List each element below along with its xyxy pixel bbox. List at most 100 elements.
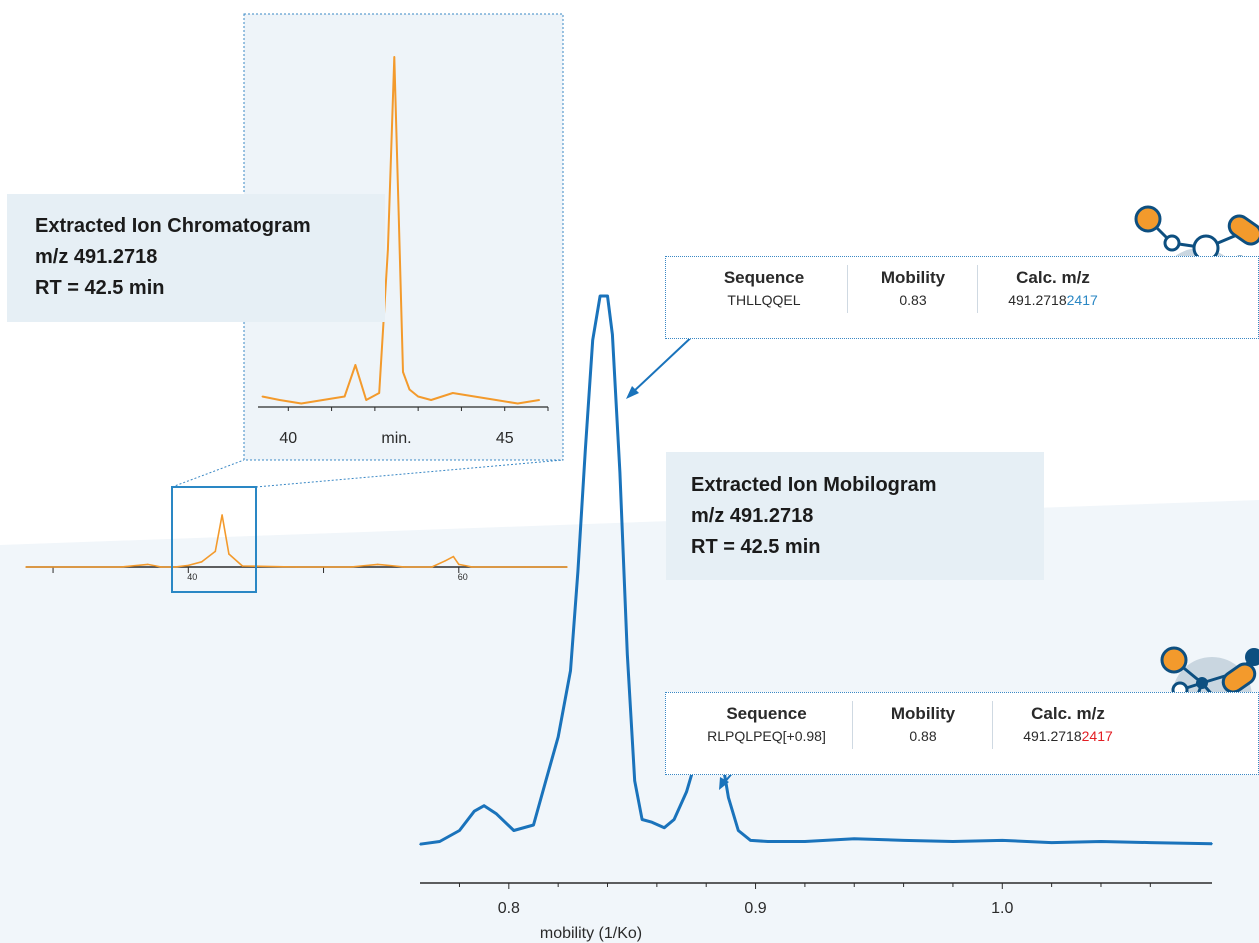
mobilogram-point [902,839,905,842]
mz-header: Calc. m/z [1016,268,1090,287]
mobilogram-point [569,669,572,672]
chromatogram-zoom-tick-label: 40 [279,430,297,447]
chromatogram-label-panel: Extracted Ion Chromatogram m/z 491.2718 … [7,194,385,322]
mobilogram-point [749,839,752,842]
chromatogram-overview-point [228,553,230,555]
chromatogram-overview-point [119,566,122,568]
chromatogram-overview-point [452,555,455,558]
chromatogram-zoom-point [516,402,519,405]
chromatogram-overview-point [173,566,176,568]
chromatogram-overview-point [201,561,203,563]
background-wedge [0,500,1259,943]
chromatogram-overview-point [525,566,528,568]
mobilogram-point [1001,839,1004,842]
mobilogram-point [419,843,421,846]
sequence-value: RLPQLPEQ[+0.98] [707,728,826,744]
mobilogram-point [473,810,476,812]
mobilogram-point [438,840,441,843]
mobilogram-point [641,818,643,821]
mobilogram-xlabel: mobility (1/Ko) [540,925,642,942]
chromatogram-overview-point [187,564,190,567]
mz-value: 491.27182417 [993,725,1143,747]
overview-highlight-box [171,486,257,593]
chromatogram-overview-point [444,559,447,562]
zoom-connector-right [255,459,564,488]
chromatogram-overview-point [241,565,244,567]
chromatogram-overview-point [403,566,406,568]
chromatogram-zoom-point [378,392,380,394]
chromatogram-zoom-point [343,395,346,398]
chromatogram-zoom-point [473,395,476,398]
chromatogram-overview-tick-label: 60 [458,572,468,582]
mobilogram-point [853,837,856,840]
mz-suffix: 2417 [1081,728,1113,744]
chromatogram-zoom-point [365,399,368,401]
mz-prefix: 491.2718 [1023,728,1082,744]
mobility-header: Mobility [890,704,956,723]
mz-column: Calc. m/z 491.27182417 [977,265,1128,313]
sequence-column: Sequence THLLQQEL [681,265,847,313]
sequence-header: Sequence [726,704,807,723]
sequence-header: Sequence [723,268,805,287]
mobilogram-line [419,294,1213,846]
chromatogram-overview-line [26,514,567,568]
chromatogram-overview-point [214,550,217,553]
mobilogram-point [727,796,730,799]
chromatogram-overview-point [160,566,163,568]
chromatogram-zoom-point [300,402,303,405]
mobilogram-point [1211,842,1213,845]
mobilogram-mz: m/z 491.2718 [691,505,814,527]
mobilogram-point [591,339,594,341]
mobilogram-point [545,780,547,782]
chromatogram-overview-point [376,563,379,566]
chromatogram-overview-point [471,566,474,568]
chromatogram-overview-point [430,566,433,568]
chromatogram-overview-point [221,514,223,516]
mobilogram-point [458,829,461,832]
chromatogram-zoom-unit-label: min. [381,430,411,447]
mobilogram-point [685,791,688,793]
sequence-value: THLLQQEL [727,292,801,308]
mobilogram-point [1149,841,1152,844]
chromatogram-overview-tick-label: 40 [187,572,197,582]
mobilogram-point [557,736,559,738]
zoom-connector-left [171,459,245,488]
chromatogram-overview-point [146,563,149,566]
mobilogram-point [651,821,653,824]
mobility-column: Mobility 0.88 [852,701,993,749]
chromatogram-overview-point [295,566,298,568]
mobility-column: Mobility 0.83 [847,265,978,313]
mobilogram-tick-label: 0.9 [744,900,766,917]
chromatogram-zoom-point [538,399,541,401]
chromatogram-zoom-point [397,213,400,216]
mobilogram-point [611,333,614,336]
mz-suffix: 2417 [1066,292,1098,308]
mobilogram-title: Extracted Ion Mobilogram [691,474,937,496]
mobilogram-point [1050,841,1053,844]
chromatogram-rt: RT = 42.5 min [35,277,165,299]
mz-prefix: 491.2718 [1008,292,1067,308]
mobilogram-point [483,804,485,807]
chromatogram-overview-plot: 40 60 [25,514,568,582]
chromatogram-zoom-tick-label: 45 [496,430,514,447]
chromatogram-zoom-point [408,388,411,391]
mobilogram-point [767,840,769,843]
mobilogram-point [663,826,666,829]
mobilogram-rt: RT = 42.5 min [691,536,821,558]
mobilogram-point [619,471,621,474]
mobilogram-point [512,829,515,832]
chromatogram-title: Extracted Ion Chromatogram [35,215,311,237]
chromatogram-overview-point [458,563,460,566]
chromatogram-zoom-point [354,364,357,366]
mobility-header: Mobility [880,268,946,287]
mobilogram-point [606,295,609,297]
mobilogram-point [626,653,629,655]
chromatogram-overview-point [349,566,352,568]
chromatogram-zoom-line [262,56,540,405]
chromatogram-zoom-point [278,399,281,401]
peptide-table-2: Sequence RLPQLPEQ[+0.98] Mobility 0.88 C… [665,692,1259,775]
mobilogram-tick-label: 0.8 [498,900,520,917]
mobility-value: 0.88 [909,728,937,744]
peptide-table-1: Sequence THLLQQEL Mobility 0.83 Calc. m/… [665,256,1259,339]
